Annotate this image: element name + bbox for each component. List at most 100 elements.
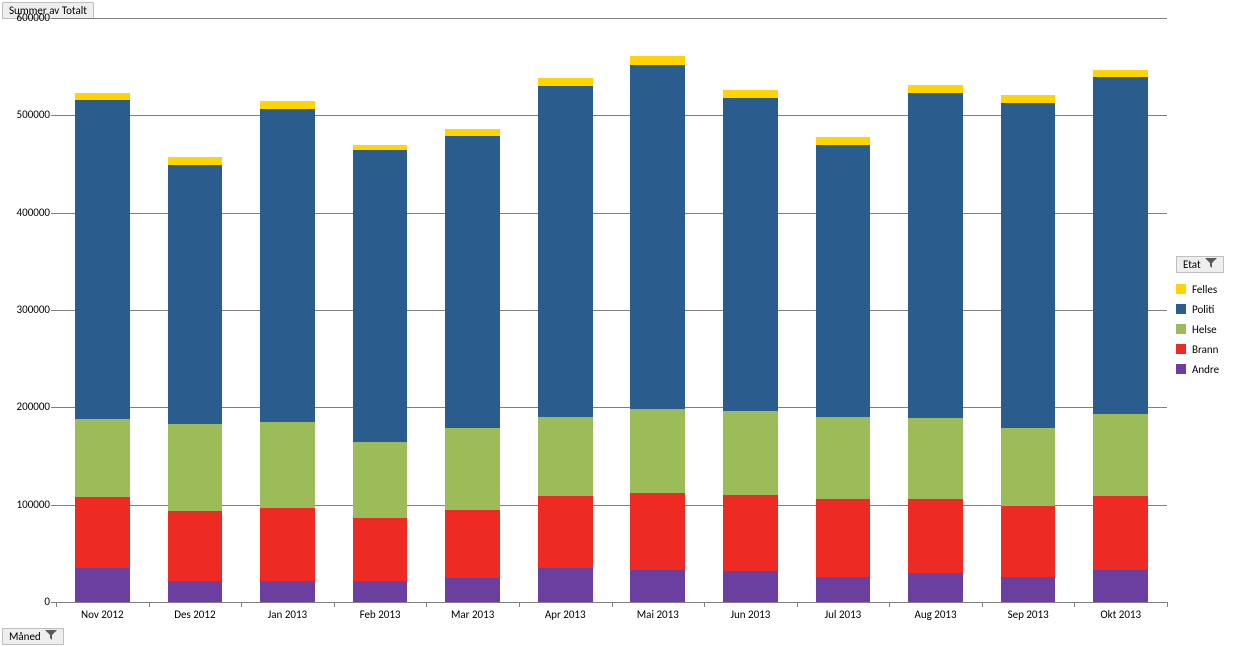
x-axis-field-badge[interactable]: Måned — [2, 628, 64, 645]
bar-segment-andre — [1001, 577, 1056, 602]
bar-segment-brann — [260, 508, 315, 581]
bar-column — [445, 18, 500, 602]
x-tick-mark — [56, 602, 57, 607]
bar-segment-politi — [908, 93, 963, 418]
x-tick-label: Mar 2013 — [428, 608, 518, 621]
y-tick-mark — [51, 505, 56, 506]
bar-column — [908, 18, 963, 602]
bar-segment-felles — [445, 129, 500, 136]
legend-label: Felles — [1192, 283, 1217, 296]
y-tick-label: 400000 — [4, 206, 50, 219]
legend-swatch — [1176, 284, 1186, 294]
bar-segment-helse — [353, 442, 408, 518]
bar-segment-brann — [445, 510, 500, 578]
bar-segment-politi — [75, 100, 130, 419]
bar-segment-felles — [816, 137, 871, 145]
y-tick-label: 0 — [4, 595, 50, 608]
legend-label: Brann — [1192, 343, 1218, 356]
x-tick-label: Nov 2012 — [57, 608, 147, 621]
bar-segment-politi — [168, 165, 223, 424]
legend-item-helse[interactable]: Helse — [1176, 319, 1224, 339]
bar-segment-politi — [445, 136, 500, 428]
x-tick-label: Sep 2013 — [983, 608, 1073, 621]
y-tick-mark — [51, 18, 56, 19]
bar-segment-helse — [538, 417, 593, 496]
x-tick-mark — [1074, 602, 1075, 607]
bar-column — [1093, 18, 1148, 602]
bar-column — [75, 18, 130, 602]
bar-column — [538, 18, 593, 602]
x-axis-field-label: Måned — [9, 630, 41, 643]
bar-segment-andre — [816, 577, 871, 602]
bar-segment-helse — [1001, 428, 1056, 506]
bar-segment-helse — [445, 428, 500, 510]
legend-label: Andre — [1192, 363, 1219, 376]
bar-segment-felles — [1001, 95, 1056, 103]
bar-segment-felles — [168, 157, 223, 165]
bar-segment-brann — [630, 493, 685, 570]
bar-segment-helse — [630, 409, 685, 493]
bar-segment-helse — [75, 419, 130, 497]
legend: Etat Felles Politi Helse Brann Andre — [1176, 256, 1224, 379]
bar-segment-brann — [908, 499, 963, 573]
bar-segment-brann — [353, 518, 408, 580]
x-tick-mark — [1167, 602, 1168, 607]
bar-segment-helse — [1093, 414, 1148, 496]
bar-segment-andre — [168, 581, 223, 602]
bar-segment-andre — [538, 568, 593, 602]
x-tick-mark — [149, 602, 150, 607]
bar-segment-andre — [630, 570, 685, 602]
bar-segment-politi — [353, 150, 408, 442]
bar-segment-helse — [168, 424, 223, 511]
bar-segment-brann — [75, 497, 130, 568]
y-tick-label: 100000 — [4, 498, 50, 511]
bar-segment-politi — [723, 98, 778, 411]
bar-segment-felles — [538, 78, 593, 86]
bar-segment-politi — [1093, 77, 1148, 414]
bar-column — [723, 18, 778, 602]
bar-segment-politi — [816, 145, 871, 418]
bar-segment-politi — [1001, 103, 1056, 428]
legend-swatch — [1176, 364, 1186, 374]
bar-segment-andre — [260, 581, 315, 602]
x-tick-mark — [612, 602, 613, 607]
bar-segment-helse — [816, 417, 871, 499]
legend-item-politi[interactable]: Politi — [1176, 299, 1224, 319]
bar-column — [260, 18, 315, 602]
bar-segment-felles — [75, 93, 130, 100]
y-tick-label: 600000 — [4, 11, 50, 24]
bar-segment-brann — [723, 495, 778, 571]
x-tick-mark — [982, 602, 983, 607]
chart-page: { "labels": { "y_axis_badge": "Summer av… — [0, 0, 1250, 647]
y-tick-mark — [51, 310, 56, 311]
x-tick-mark — [426, 602, 427, 607]
legend-item-andre[interactable]: Andre — [1176, 359, 1224, 379]
bar-segment-andre — [723, 571, 778, 602]
bar-segment-brann — [168, 511, 223, 581]
bar-segment-brann — [1001, 506, 1056, 577]
legend-item-brann[interactable]: Brann — [1176, 339, 1224, 359]
bar-column — [816, 18, 871, 602]
x-tick-mark — [334, 602, 335, 607]
y-tick-mark — [51, 407, 56, 408]
bar-segment-andre — [353, 581, 408, 602]
legend-swatch — [1176, 304, 1186, 314]
legend-field-badge[interactable]: Etat — [1176, 256, 1224, 273]
x-tick-label: Des 2012 — [150, 608, 240, 621]
bar-segment-brann — [1093, 496, 1148, 570]
x-tick-mark — [889, 602, 890, 607]
bar-segment-helse — [908, 418, 963, 499]
bar-segment-brann — [816, 499, 871, 577]
bar-segment-brann — [538, 496, 593, 568]
bar-segment-felles — [260, 101, 315, 109]
x-tick-label: Jun 2013 — [705, 608, 795, 621]
y-tick-mark — [51, 115, 56, 116]
bar-segment-andre — [908, 573, 963, 602]
bar-column — [1001, 18, 1056, 602]
legend-label: Helse — [1192, 323, 1217, 336]
x-tick-mark — [704, 602, 705, 607]
bar-segment-felles — [908, 85, 963, 93]
legend-swatch — [1176, 344, 1186, 354]
legend-item-felles[interactable]: Felles — [1176, 279, 1224, 299]
bar-segment-helse — [723, 411, 778, 495]
